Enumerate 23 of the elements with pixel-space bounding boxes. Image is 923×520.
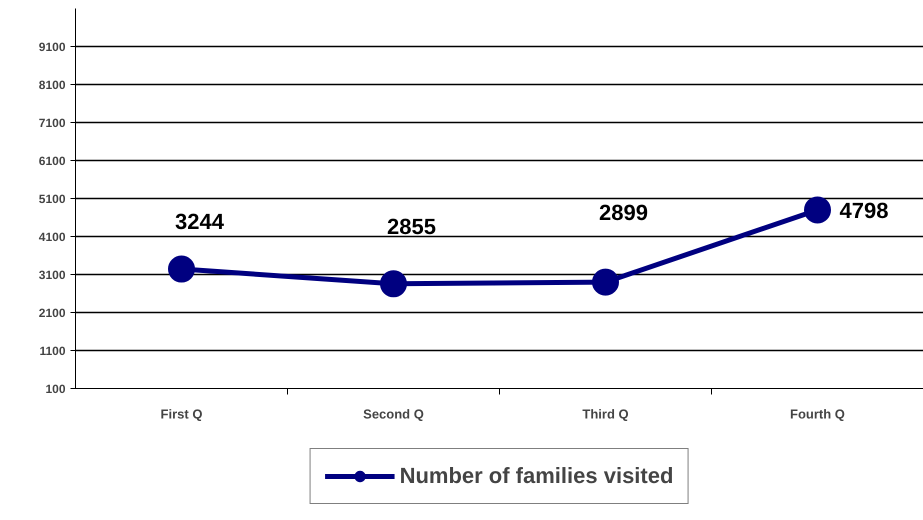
y-tick-label: 8100 xyxy=(38,78,66,92)
point xyxy=(380,270,407,298)
x-tick-label: Fourth Q xyxy=(790,406,845,422)
x-tick-label: First Q xyxy=(160,406,202,422)
point xyxy=(804,196,831,224)
y-tick-label: 100 xyxy=(45,382,66,396)
y-tick-label: 2100 xyxy=(38,306,66,320)
x-tick-label: Second Q xyxy=(363,406,424,422)
point xyxy=(168,256,195,282)
data-label: 4798 xyxy=(840,198,888,223)
y-tick-label: 5100 xyxy=(38,192,66,206)
x-tick-label: Third Q xyxy=(582,406,629,422)
y-tick-label: 6100 xyxy=(38,154,66,168)
y-tick-label: 3100 xyxy=(38,268,66,282)
legend-label: Number of families visited xyxy=(400,463,674,489)
y-tick-label: 1100 xyxy=(39,344,66,358)
y-tick-label: 4100 xyxy=(38,230,66,244)
data-label: 2899 xyxy=(599,200,648,226)
data-label: 2855 xyxy=(387,214,436,239)
y-tick-label: 7100 xyxy=(38,116,66,130)
data-label: 3244 xyxy=(175,209,225,234)
y-tick-label: 9100 xyxy=(38,40,66,54)
point xyxy=(592,268,619,296)
